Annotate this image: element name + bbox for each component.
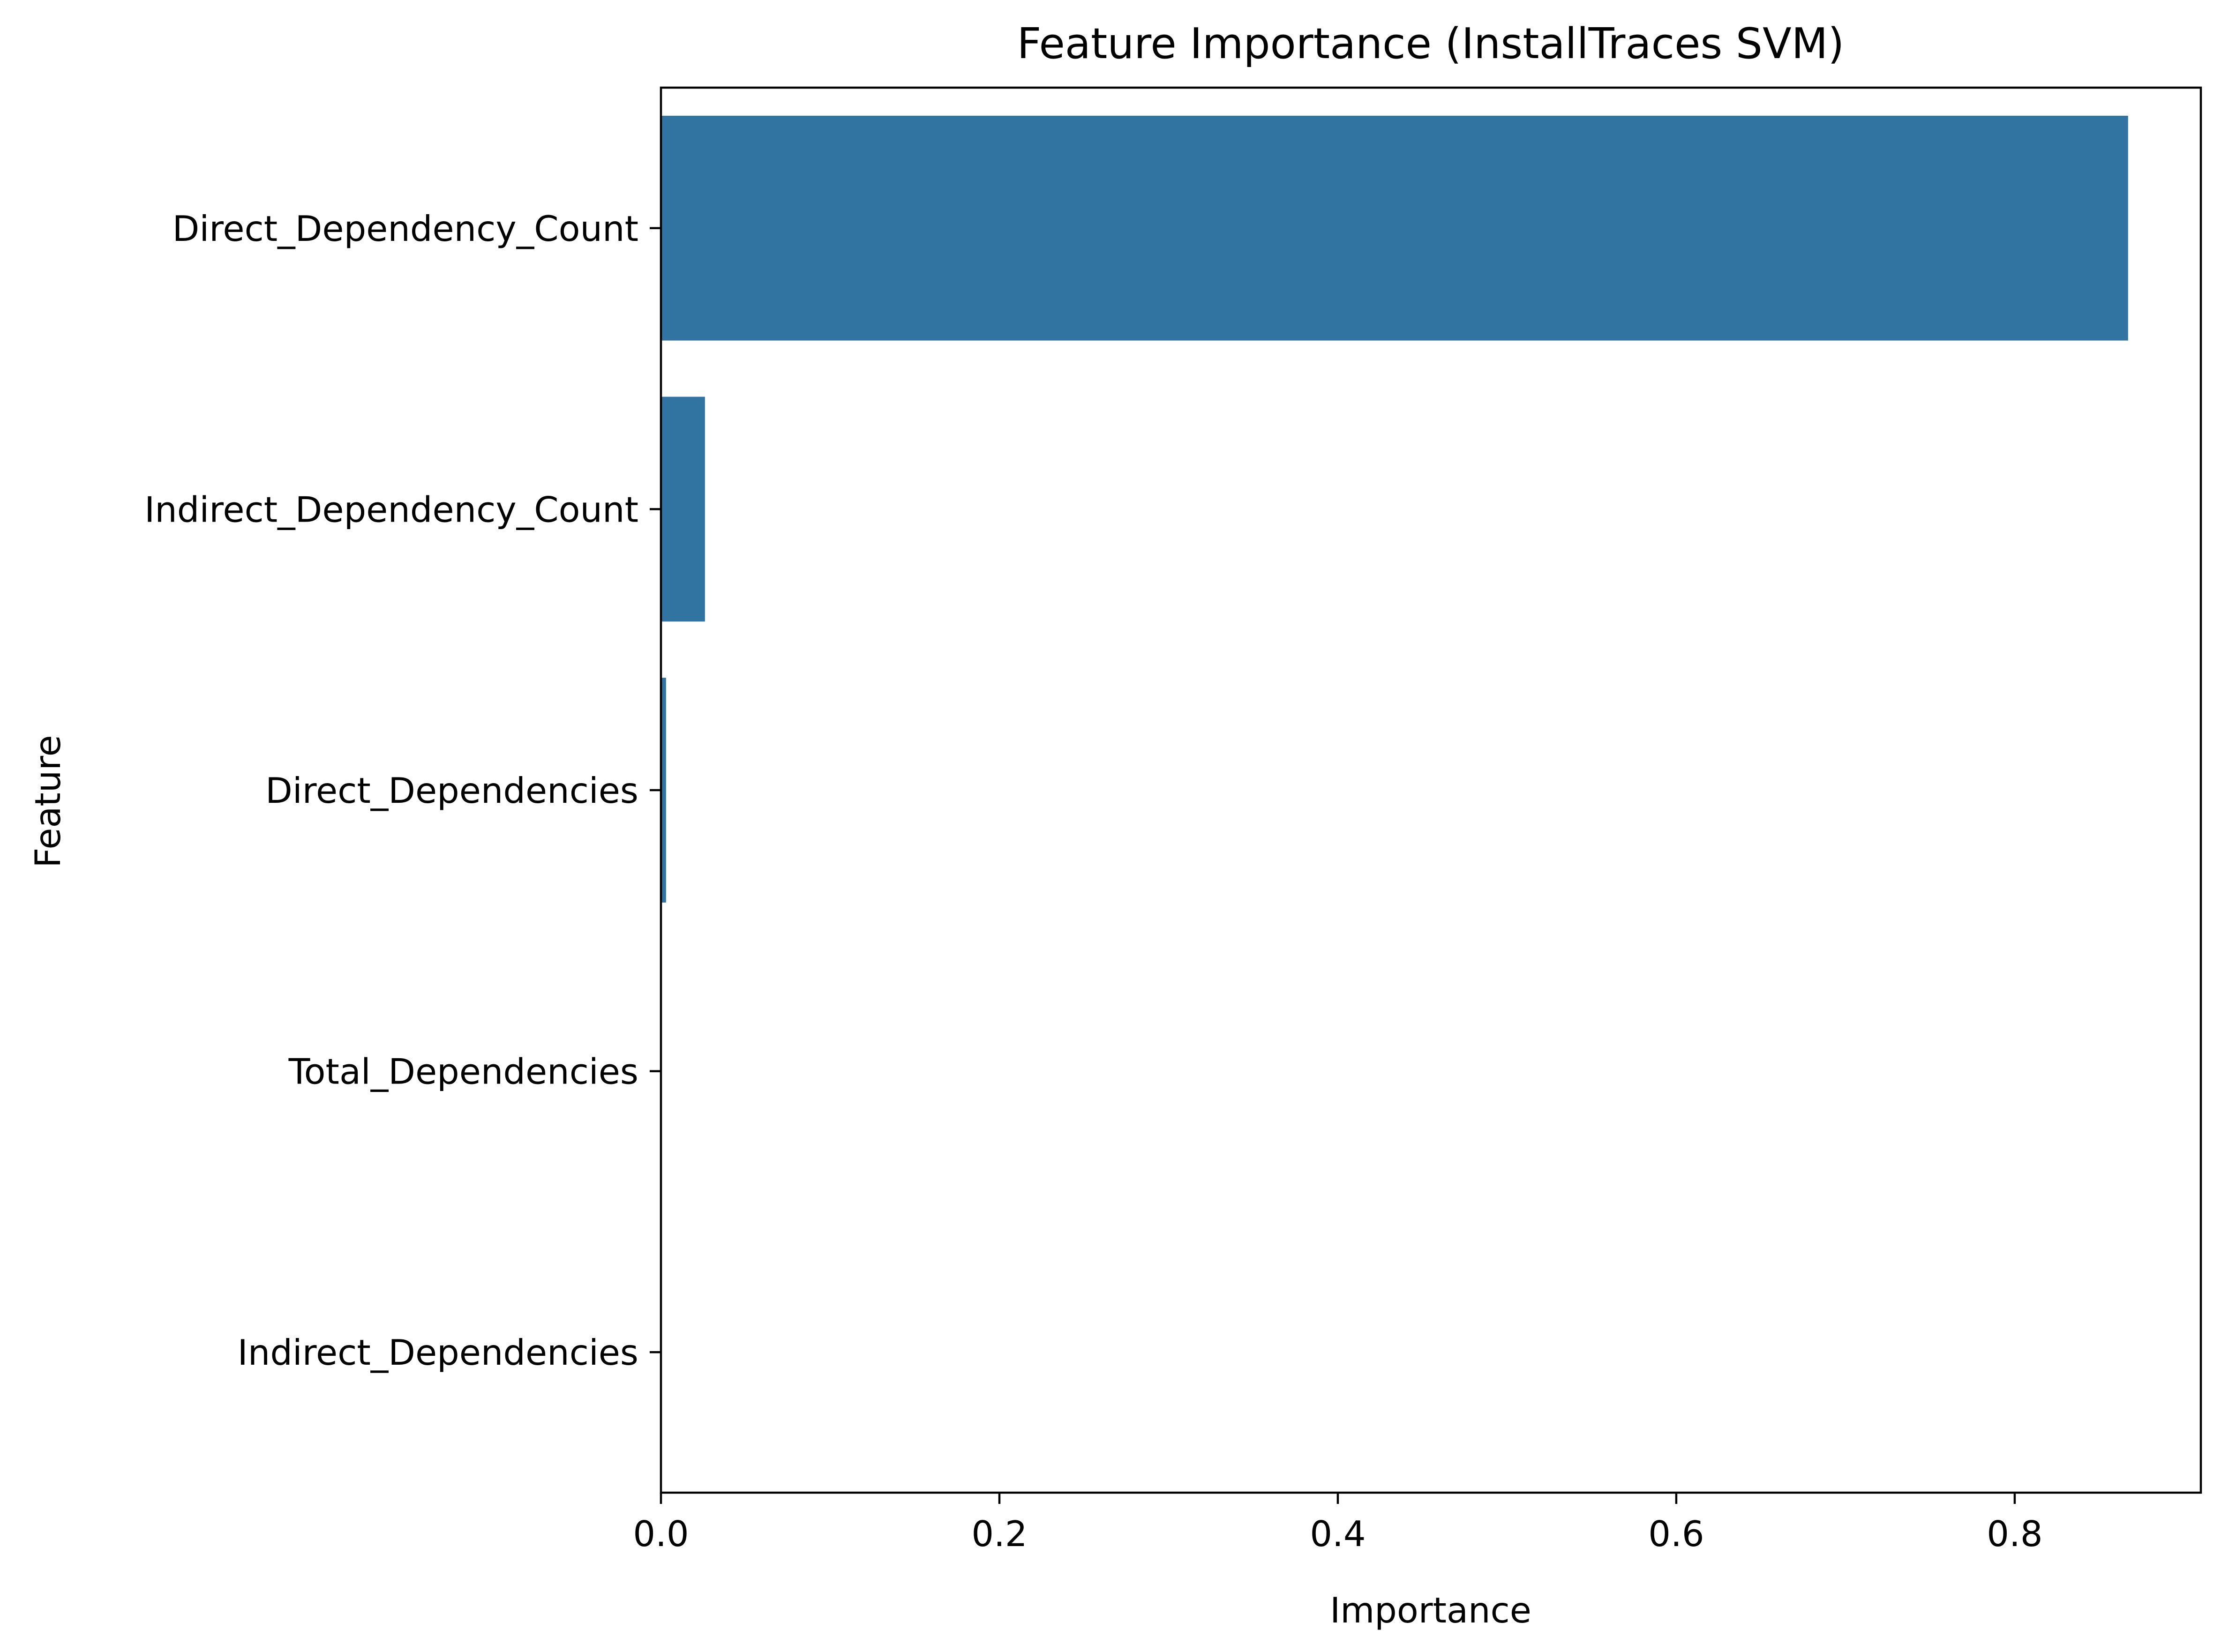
bars-group <box>661 115 2128 903</box>
x-tick-label-4: 0.8 <box>1987 1513 2042 1555</box>
x-axis-label: Importance <box>1330 1590 1531 1631</box>
x-tick-label-0: 0.0 <box>633 1513 689 1555</box>
chart-title: Feature Importance (InstallTraces SVM) <box>1017 19 1845 68</box>
x-tick-label-1: 0.2 <box>971 1513 1027 1555</box>
x-ticks-group: 0.0 0.2 0.4 0.6 0.8 <box>633 1493 2043 1555</box>
bar-0 <box>661 115 2128 341</box>
y-tick-label-4: Indirect_Dependencies <box>238 1332 638 1373</box>
x-tick-label-3: 0.6 <box>1648 1513 1704 1555</box>
plot-frame <box>660 86 2202 1494</box>
y-tick-label-2: Direct_Dependencies <box>265 770 638 811</box>
y-ticks-group: Direct_Dependency_Count Indirect_Dependen… <box>144 208 661 1373</box>
y-axis-label: Feature <box>27 735 68 867</box>
y-tick-label-0: Direct_Dependency_Count <box>173 208 638 249</box>
x-tick-label-2: 0.4 <box>1310 1513 1366 1555</box>
y-tick-label-3: Total_Dependencies <box>288 1051 638 1092</box>
bar-1 <box>661 396 705 622</box>
bar-2 <box>661 678 666 903</box>
y-tick-label-1: Indirect_Dependency_Count <box>144 489 638 530</box>
